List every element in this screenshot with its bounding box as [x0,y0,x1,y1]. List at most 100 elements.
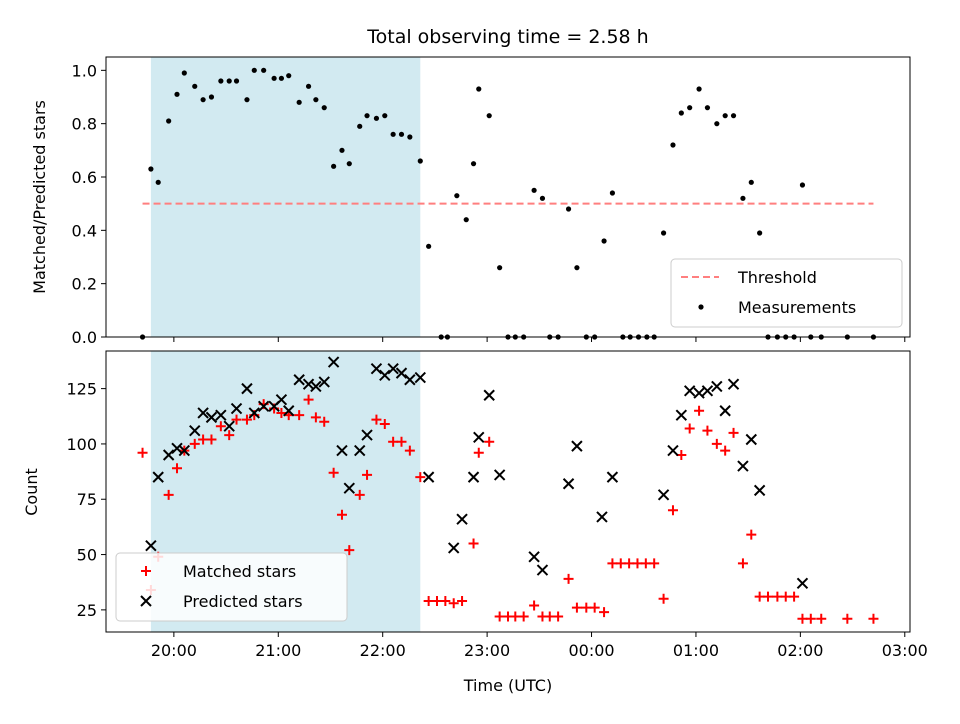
predicted-star-point [753,484,766,497]
predicted-star-point [189,424,201,437]
matched-star-point [457,596,468,607]
predicted-star-point [275,393,288,406]
predicted-star-point [467,471,480,483]
matched-star-point [206,434,217,445]
measurement-point [574,265,580,271]
predicted-star-point [667,444,679,457]
matched-star-point [440,596,451,607]
legend-label: Matched stars [183,562,296,581]
predicted-star-point [675,409,688,421]
matched-star-point [468,538,479,549]
matched-star-point [510,611,521,622]
y-tick-label: 0.4 [72,221,97,240]
measurement-point [609,190,616,196]
predicted-star-point [387,362,399,375]
matched-star-point [694,405,705,416]
matched-star-point [762,591,773,602]
predicted-star-point [171,442,183,455]
matched-star-point [215,421,226,432]
predicted-star-point [683,385,696,397]
ratio-y-axis-label: Matched/Predicted stars [30,100,49,294]
matched-star-point [198,434,209,445]
measurement-point [678,110,684,116]
matched-star-point [599,607,610,618]
y-tick-label: 125 [66,380,97,399]
x-tick-label: 23:00 [464,641,510,660]
measurement-point [740,195,746,201]
matched-star-point [720,445,731,456]
predicted-star-point [571,440,583,452]
matched-star-point [344,545,355,556]
predicted-star-point [404,374,416,386]
matched-star-point [431,596,442,607]
measurement-point [271,75,277,81]
matched-star-point [328,467,339,478]
predicted-star-point [197,407,209,419]
x-tick-label: 00:00 [568,641,614,660]
legend-measurement-swatch [698,304,704,310]
predicted-star-point [162,449,175,461]
measurement-point [670,142,676,148]
predicted-star-point [152,471,164,483]
matched-star-point [581,602,592,613]
predicted-star-point [456,513,468,525]
x-tick-label: 02:00 [777,641,823,660]
measurement-point [417,158,423,164]
measurement-point [313,97,319,103]
measurement-point [218,78,224,84]
measurement-point [244,97,250,103]
measurement-point [799,182,806,188]
matched-star-point [388,436,399,447]
measurement-point [331,163,337,169]
measurement-point [757,230,763,236]
matched-star-point [319,416,330,427]
matched-star-point [473,447,484,458]
matched-star-point [494,611,505,622]
measurement-point [155,179,161,185]
matched-star-point [640,558,651,569]
matched-star-point [231,414,242,425]
x-tick-label: 21:00 [255,641,301,660]
predicted-star-point [283,405,295,417]
measurement-point [539,195,546,201]
legend-box [115,552,348,622]
measurement-point [531,187,537,193]
x-tick-label: 20:00 [151,641,197,660]
matched-star-point [294,410,305,421]
predicted-star-point [223,420,235,432]
measurement-point [357,123,363,129]
matched-star-point [684,423,695,434]
y-tick-label: 75 [77,490,97,509]
matched-star-point [310,412,321,423]
predicted-star-point [205,411,218,424]
legend-predicted-swatch [140,595,152,607]
matched-star-point [607,558,618,569]
matched-star-point [276,407,287,418]
matched-star-point [563,573,574,584]
measurement-point [181,70,187,76]
predicted-star-point [248,407,260,419]
matched-star-point [137,447,148,458]
measurement-point [339,147,345,153]
predicted-star-point [178,444,191,457]
matched-star-point [805,613,816,624]
matched-star-point [754,591,765,602]
measurement-point [278,75,285,81]
series-matched-stars [137,394,879,624]
y-tick-label: 1.0 [72,61,97,80]
matched-star-point [172,463,183,474]
predicted-star-point [473,431,485,443]
predicted-star-point [379,369,391,382]
predicted-star-point [241,382,253,395]
matched-star-point [423,596,434,607]
measurement-point [346,161,352,167]
legend-label: Threshold [737,268,817,287]
predicted-star-point [414,371,426,384]
matched-star-point [589,602,600,613]
measurement-point [251,67,257,73]
predicted-star-point [737,460,749,472]
matched-star-point [632,558,643,569]
predicted-star-point [606,471,619,483]
measurement-point [321,105,327,111]
